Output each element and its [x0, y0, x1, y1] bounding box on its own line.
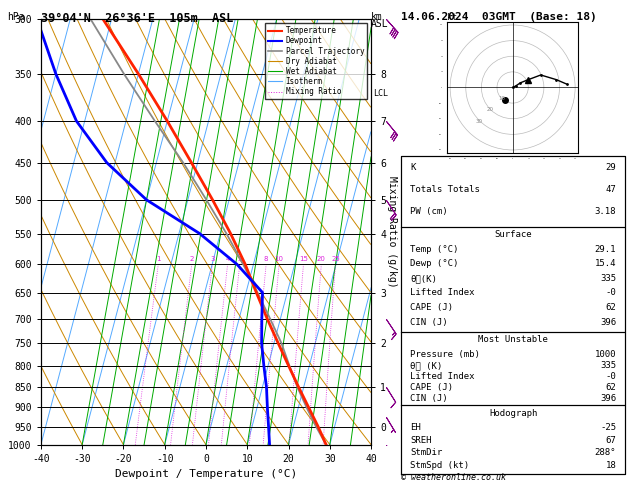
Text: ASL: ASL: [371, 19, 389, 30]
Text: -0: -0: [606, 372, 616, 381]
Text: 1000: 1000: [595, 350, 616, 359]
Text: 15.4: 15.4: [595, 259, 616, 268]
Text: LCL: LCL: [373, 89, 387, 98]
Text: 10: 10: [275, 257, 284, 262]
Text: 10: 10: [498, 96, 505, 101]
Text: Totals Totals: Totals Totals: [410, 185, 480, 194]
Text: 18: 18: [606, 461, 616, 470]
Text: θᴇ (K): θᴇ (K): [410, 361, 443, 370]
Text: 29: 29: [606, 163, 616, 173]
Text: Lifted Index: Lifted Index: [410, 288, 475, 297]
Text: 288°: 288°: [595, 449, 616, 457]
Text: StmSpd (kt): StmSpd (kt): [410, 461, 469, 470]
Text: 335: 335: [600, 361, 616, 370]
Text: 2: 2: [189, 257, 194, 262]
Text: © weatheronline.co.uk: © weatheronline.co.uk: [401, 473, 506, 482]
Text: 29.1: 29.1: [595, 244, 616, 254]
Text: 62: 62: [606, 383, 616, 392]
Text: 8: 8: [264, 257, 269, 262]
Text: 39°04'N  26°36'E  105m  ASL: 39°04'N 26°36'E 105m ASL: [41, 12, 233, 25]
Text: 396: 396: [600, 318, 616, 327]
Text: 15: 15: [299, 257, 308, 262]
Text: PW (cm): PW (cm): [410, 207, 448, 216]
Text: 67: 67: [606, 435, 616, 445]
Text: CIN (J): CIN (J): [410, 318, 448, 327]
Text: 3: 3: [210, 257, 214, 262]
Text: 4: 4: [225, 257, 230, 262]
Text: 5: 5: [238, 257, 242, 262]
Text: θᴇ(K): θᴇ(K): [410, 274, 437, 283]
Text: 47: 47: [606, 185, 616, 194]
Text: 14.06.2024  03GMT  (Base: 18): 14.06.2024 03GMT (Base: 18): [401, 12, 597, 22]
Text: CAPE (J): CAPE (J): [410, 303, 454, 312]
Text: 396: 396: [600, 394, 616, 403]
X-axis label: Dewpoint / Temperature (°C): Dewpoint / Temperature (°C): [115, 469, 297, 479]
Text: -0: -0: [606, 288, 616, 297]
Text: 1: 1: [156, 257, 160, 262]
Legend: Temperature, Dewpoint, Parcel Trajectory, Dry Adiabat, Wet Adiabat, Isotherm, Mi: Temperature, Dewpoint, Parcel Trajectory…: [265, 23, 367, 99]
Text: CAPE (J): CAPE (J): [410, 383, 454, 392]
Text: EH: EH: [410, 423, 421, 432]
Text: 20: 20: [487, 107, 494, 112]
Text: Surface: Surface: [494, 230, 532, 239]
Text: 25: 25: [331, 257, 340, 262]
Text: 62: 62: [606, 303, 616, 312]
Text: 3.18: 3.18: [595, 207, 616, 216]
Text: SREH: SREH: [410, 435, 431, 445]
Text: K: K: [410, 163, 416, 173]
Text: 30: 30: [476, 119, 482, 124]
Text: kt: kt: [447, 13, 457, 22]
Text: -25: -25: [600, 423, 616, 432]
Text: Temp (°C): Temp (°C): [410, 244, 459, 254]
Text: km: km: [371, 12, 383, 22]
Text: StmDir: StmDir: [410, 449, 443, 457]
Text: Lifted Index: Lifted Index: [410, 372, 475, 381]
Text: Dewp (°C): Dewp (°C): [410, 259, 459, 268]
Text: 335: 335: [600, 274, 616, 283]
Y-axis label: Mixing Ratio (g/kg): Mixing Ratio (g/kg): [387, 176, 397, 288]
Text: Hodograph: Hodograph: [489, 409, 537, 417]
Text: Pressure (mb): Pressure (mb): [410, 350, 480, 359]
Text: hPa: hPa: [8, 12, 25, 22]
Text: CIN (J): CIN (J): [410, 394, 448, 403]
Text: Most Unstable: Most Unstable: [478, 335, 548, 345]
Text: 20: 20: [317, 257, 326, 262]
